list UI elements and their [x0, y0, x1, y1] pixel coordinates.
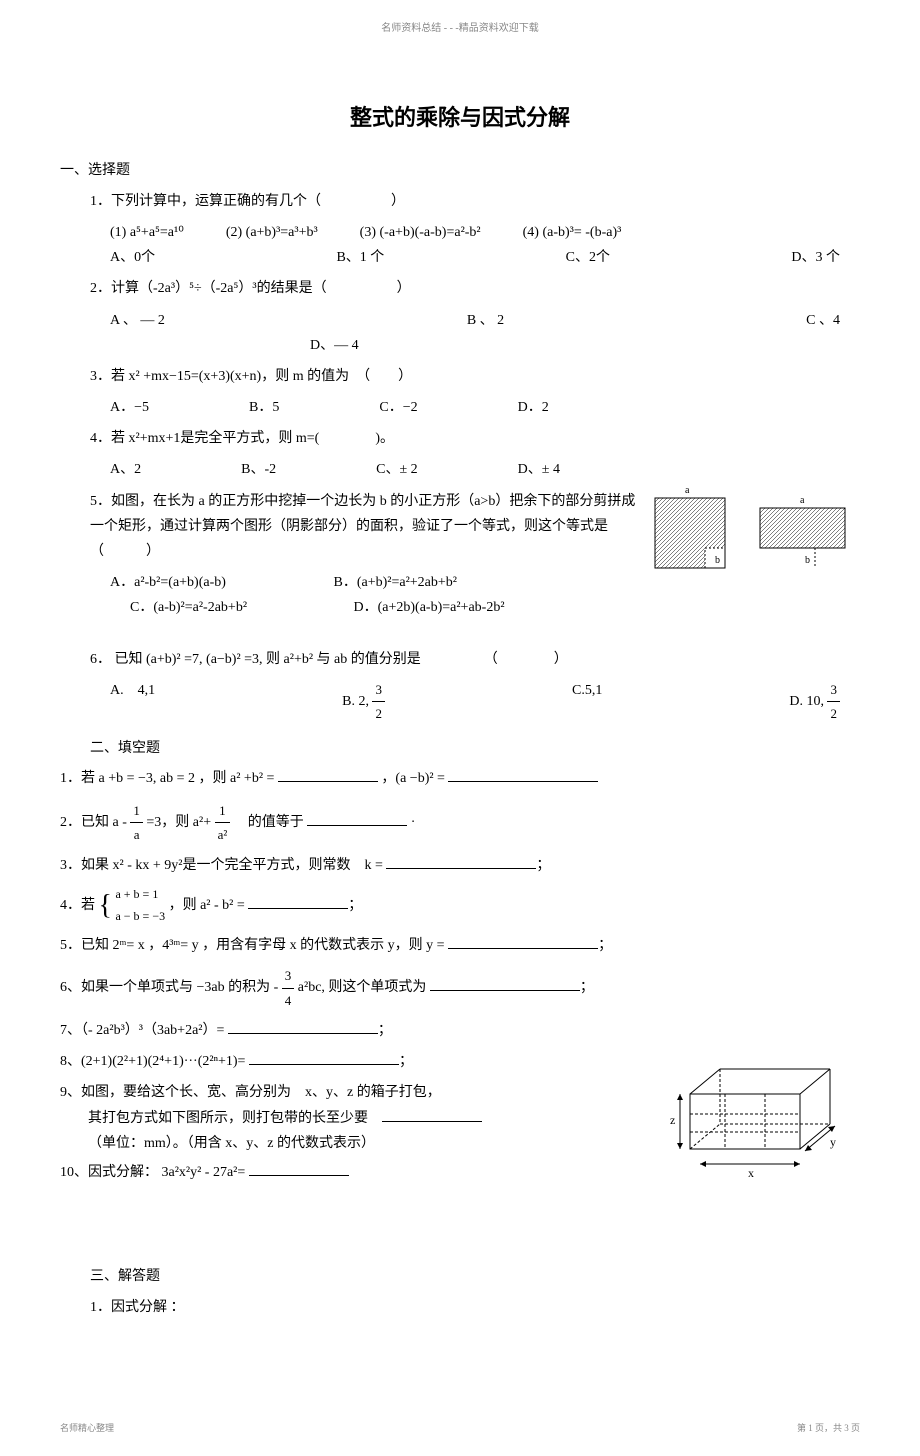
question-2-options-2: D、— 4	[60, 333, 860, 358]
question-6: 6． 已知 (a+b)² =7, (a−b)² =3, 则 a²+b² 与 ab…	[90, 647, 860, 672]
f9-diagram: z x y	[670, 1054, 850, 1193]
q3-opt-a: A．−5	[110, 395, 149, 420]
q1-opt-c: C、2个	[566, 245, 610, 270]
question-4-options: A、2 B、-2 C、± 2 D、± 4	[110, 457, 860, 482]
q6-opt-c: C.5,1	[572, 678, 602, 726]
q5-opt-b: B．(a+b)²=a²+2ab+b²	[334, 575, 457, 590]
fill-6: 6、如果一个单项式与 −3ab 的积为 - 34 a²bc, 则这个单项式为 ；	[60, 964, 860, 1012]
q3-opt-c: C．−2	[379, 395, 417, 420]
question-2-options: A 、 — 2 B 、 2 C 、4	[110, 308, 860, 333]
q1-opt-d: D、3 个	[791, 245, 840, 270]
footer-left: 名师精心整理	[60, 1420, 114, 1436]
q2-opt-b: B 、 2	[467, 308, 504, 333]
q6-opt-d: D. 10, 32	[789, 678, 840, 726]
q3-opt-b: B．5	[249, 395, 279, 420]
question-3-options: A．−5 B．5 C．−2 D．2	[110, 395, 860, 420]
q5-opt-d: D．(a+2b)(a-b)=a²+ab-2b²	[354, 600, 505, 615]
section-1-head: 一、选择题	[60, 158, 860, 183]
q4-opt-b: B、-2	[241, 457, 276, 482]
fill-5: 5．已知 2ᵐ= x ，4³ᵐ= y ，用含有字母 x 的代数式表示 y，则 y…	[60, 933, 860, 958]
question-1: 1．下列计算中，运算正确的有几个（ ）	[90, 189, 860, 214]
fill-7: 7、（- 2a²b³）³（3ab+2a²）= ；	[60, 1018, 860, 1043]
q2-opt-a: A 、 — 2	[110, 308, 165, 333]
s3-q1: 1．因式分解 ：	[90, 1295, 860, 1320]
page-footer: 名师精心整理 第 1 页，共 3 页	[60, 1420, 860, 1436]
q6-opt-b: B. 2, 32	[342, 678, 385, 726]
section-3-head: 三、解答题	[90, 1264, 860, 1289]
section-2-head: 二、填空题	[90, 736, 860, 761]
q1-opt-a: A、0个	[110, 245, 155, 270]
page-header: 名师资料总结 - - -精品资料欢迎下载	[60, 20, 860, 38]
fill-4: 4．若 { a + b = 1 a − b = −3 ，则 a² - b² = …	[60, 884, 860, 927]
svg-text:z: z	[670, 1113, 675, 1127]
q5-opt-c: C．(a-b)²=a²-2ab+b²	[130, 595, 350, 620]
question-3: 3．若 x² +mx−15=(x+3)(x+n)，则 m 的值为 （ ）	[90, 364, 860, 389]
svg-text:x: x	[748, 1166, 754, 1180]
fill-3: 3．如果 x² - kx + 9y²是一个完全平方式，则常数 k = ；	[60, 853, 860, 878]
question-5: 5．如图，在长为 a 的正方形中挖掉一个边长为 b 的小正方形（a>b）把余下的…	[90, 489, 860, 565]
q2-opt-c: C 、4	[806, 308, 840, 333]
doc-title: 整式的乘除与因式分解	[60, 98, 860, 138]
question-1-subs: (1) a⁵+a⁵=a¹⁰ (2) (a+b)³=a³+b³ (3) (-a+b…	[110, 220, 860, 245]
q5-row2: C．(a-b)²=a²-2ab+b² D．(a+2b)(a-b)=a²+ab-2…	[130, 595, 860, 620]
question-2: 2．计算（-2a³）⁵÷（-2a⁵）³的结果是（ ）	[90, 276, 860, 301]
q1-opt-b: B、1 个	[336, 245, 384, 270]
question-4: 4．若 x²+mx+1是完全平方式，则 m=( )。	[90, 426, 860, 451]
q4-opt-a: A、2	[110, 457, 141, 482]
q4-opt-c: C、± 2	[376, 457, 418, 482]
q2-opt-d: D、— 4	[310, 333, 359, 358]
q3-opt-d: D．2	[518, 395, 549, 420]
footer-right: 第 1 页，共 3 页	[797, 1420, 860, 1436]
fill-2: 2．已知 a - 1a =3，则 a²+ 1a² 的值等于 ·	[60, 799, 860, 847]
question-6-options: A. 4,1 B. 2, 32 C.5,1 D. 10, 32	[110, 678, 860, 726]
q4-opt-d: D、± 4	[518, 457, 560, 482]
question-1-options: A、0个 B、1 个 C、2个 D、3 个	[110, 245, 860, 270]
q6-opt-a: A. 4,1	[110, 678, 155, 726]
q5-opt-a: A．a²-b²=(a+b)(a-b)	[110, 570, 330, 595]
fill-1: 1．若 a +b = −3, ab = 2 ，则 a² +b² = ，(a −b…	[60, 766, 860, 791]
svg-text:y: y	[830, 1135, 836, 1149]
